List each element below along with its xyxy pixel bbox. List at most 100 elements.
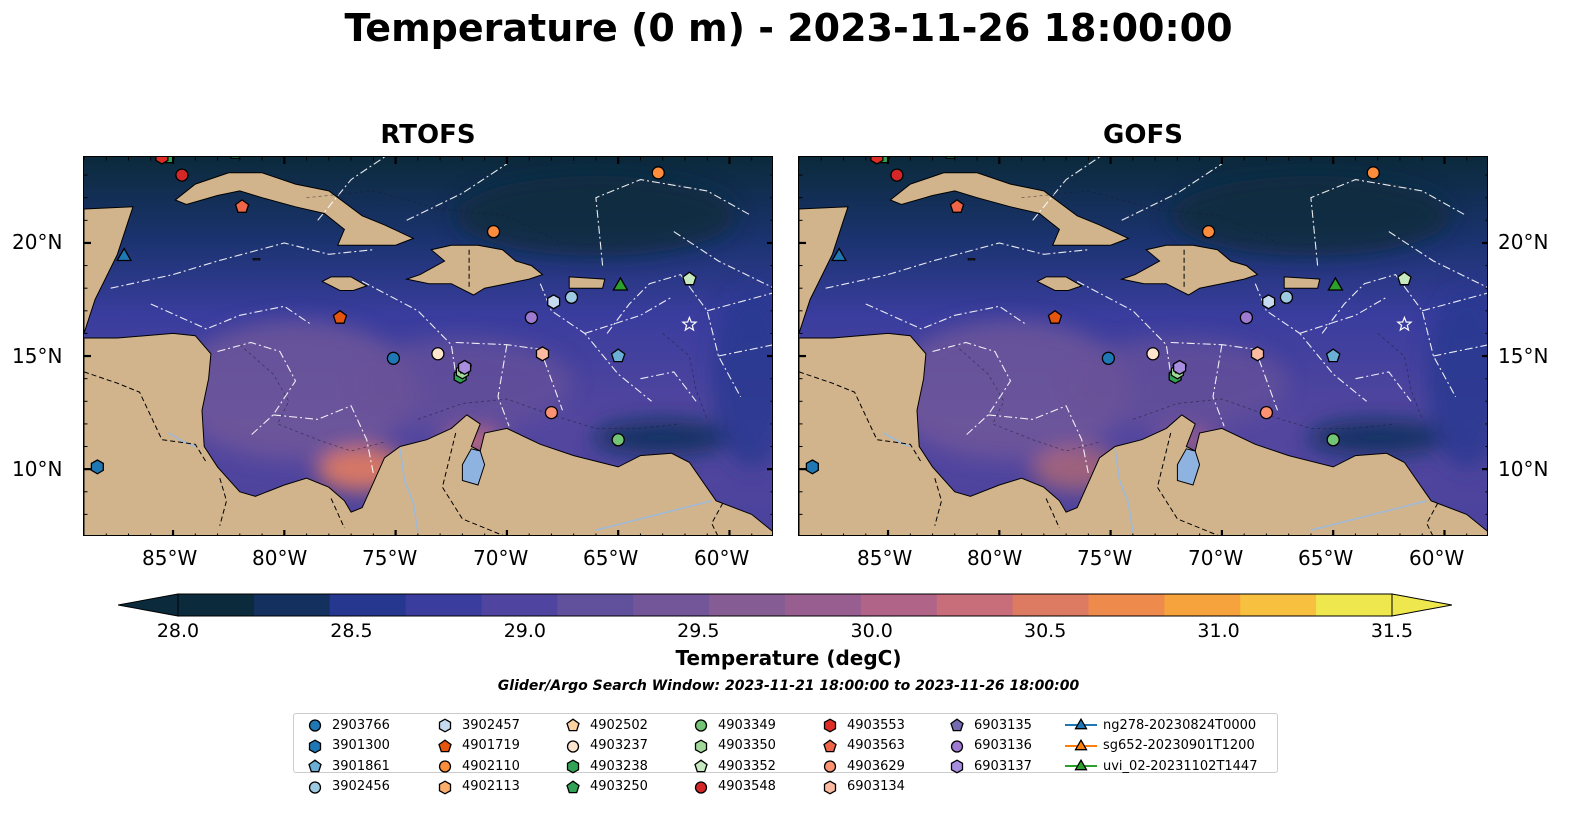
float-6903134-marker[interactable]: [1250, 346, 1265, 362]
legend-marker: [823, 779, 837, 795]
land-cayman: [252, 258, 261, 261]
colorbar-label: Temperature (degC): [675, 646, 902, 670]
float-3901861-marker[interactable]: [1325, 348, 1341, 363]
legend-symbol[interactable]: [566, 779, 580, 793]
float-4903352-marker[interactable]: [1397, 271, 1412, 286]
legend-symbol[interactable]: [438, 760, 452, 773]
glider-ng278-20230824T0000-marker[interactable]: [830, 247, 848, 262]
legend-symbol[interactable]: [566, 739, 580, 753]
float-6903137-marker[interactable]: [1172, 359, 1187, 376]
map-rtofs[interactable]: [83, 156, 773, 536]
colorbar-segment: [1164, 594, 1241, 616]
float-4902110-marker[interactable]: [1366, 166, 1380, 180]
legend-symbol[interactable]: [308, 780, 322, 794]
colorbar-segment: [860, 594, 938, 616]
float-3902456-marker[interactable]: [564, 290, 579, 304]
float-3901861-marker[interactable]: [610, 348, 626, 363]
legend-marker: [566, 779, 580, 793]
float-2903766-marker[interactable]: [1101, 351, 1116, 365]
legend: 2903766 3901300 3901861 3902456 3902457 49017…: [293, 713, 1278, 795]
float-6903137-marker[interactable]: [457, 359, 472, 376]
legend-symbol[interactable]: [950, 739, 964, 753]
legend-symbol[interactable]: [694, 719, 708, 732]
legend-symbol[interactable]: [438, 738, 452, 752]
legend-symbol[interactable]: [566, 759, 580, 774]
float-4903629-marker[interactable]: [1259, 405, 1274, 420]
float-4903629-marker[interactable]: [544, 405, 559, 420]
land-central: [799, 206, 849, 334]
legend-symbol[interactable]: [823, 738, 837, 752]
legend-symbol[interactable]: [950, 759, 964, 774]
legend-symbol[interactable]: [1074, 758, 1088, 771]
float-3901300-marker[interactable]: [805, 459, 819, 475]
float-4903349-marker[interactable]: [611, 433, 625, 447]
float-4903563-marker[interactable]: [234, 199, 250, 213]
legend-label: 4903237: [590, 738, 648, 753]
legend-symbol[interactable]: [308, 719, 322, 732]
legend-symbol[interactable]: [694, 738, 708, 754]
map-canvas[interactable]: [84, 157, 773, 536]
colorbar-segment: [936, 594, 1014, 616]
legend-item: 4903238: [562, 757, 648, 775]
legend-symbol[interactable]: [1074, 738, 1088, 750]
legend-label: uvi_02-20231102T1447: [1103, 758, 1258, 774]
float-3902457-marker[interactable]: [1262, 294, 1276, 310]
map-canvas[interactable]: [799, 157, 1488, 536]
land-jamaica: [321, 276, 368, 291]
map-gofs[interactable]: [798, 156, 1488, 536]
legend-label: 6903135: [974, 717, 1032, 733]
float-4902110-marker[interactable]: [1201, 224, 1216, 239]
legend-symbol[interactable]: [694, 759, 708, 773]
float-2903766-marker[interactable]: [386, 351, 401, 365]
float-4903349-marker[interactable]: [1326, 433, 1340, 447]
float-4903353-marker[interactable]: [890, 168, 904, 182]
legend-symbol[interactable]: [823, 779, 837, 795]
legend-label: 4903352: [718, 758, 776, 774]
land-hispaniola: [404, 244, 544, 296]
legend-symbol[interactable]: [823, 718, 837, 733]
float-4902110-marker[interactable]: [486, 224, 501, 239]
float-6903136-marker[interactable]: [524, 310, 539, 325]
legend-item: 6903134: [819, 778, 905, 796]
float-3901300-marker[interactable]: [90, 459, 104, 475]
legend-symbol[interactable]: [823, 760, 837, 773]
float-4901719-marker[interactable]: [1047, 309, 1063, 324]
legend-symbol[interactable]: [950, 718, 964, 732]
legend-symbol[interactable]: [1074, 717, 1088, 730]
legend-label: 6903134: [847, 779, 905, 794]
float-4903237-marker[interactable]: [1146, 347, 1160, 361]
float-4902110-marker[interactable]: [651, 166, 665, 180]
legend-label: 4903250: [590, 779, 648, 794]
float-4903237-marker[interactable]: [431, 347, 445, 361]
lon-tick-label: 70°W: [473, 546, 529, 570]
float-4903553-marker[interactable]: [155, 157, 169, 165]
legend-symbol[interactable]: [438, 718, 452, 733]
glider-uvi_02-20231102T1447-marker[interactable]: [1327, 276, 1344, 291]
glider-uvi_02-20231102T1447-marker[interactable]: [612, 276, 629, 291]
float-4901719-marker[interactable]: [332, 309, 348, 324]
float-3902456-marker[interactable]: [1279, 290, 1294, 304]
colorbar-segment: [1240, 594, 1317, 616]
float-6903134-marker[interactable]: [535, 346, 550, 362]
float-4903352-marker[interactable]: [682, 271, 697, 286]
legend-symbol[interactable]: [438, 779, 452, 795]
float-3902457-marker[interactable]: [547, 294, 561, 310]
float-4903250-marker[interactable]: [229, 157, 242, 159]
legend-symbol[interactable]: [566, 718, 580, 732]
legend-item: 4903563: [819, 737, 905, 755]
legend-marker: [566, 718, 580, 732]
legend-item: 4902502: [562, 716, 648, 734]
legend-symbol[interactable]: [694, 780, 708, 794]
float-4903353-marker[interactable]: [175, 168, 189, 182]
float-4903563-marker[interactable]: [949, 199, 965, 213]
legend-item: sg652-20230901T1200: [1065, 737, 1255, 755]
lat-tick-label: 20°N: [12, 230, 63, 254]
float-6903136-marker[interactable]: [1239, 310, 1254, 325]
glider-ng278-20230824T0000-marker[interactable]: [115, 247, 133, 262]
legend-symbol[interactable]: [308, 738, 322, 754]
legend-marker: [950, 759, 964, 774]
float-4903553-marker[interactable]: [870, 157, 884, 165]
lon-tick-label: 75°W: [1077, 546, 1133, 570]
legend-symbol[interactable]: [308, 759, 322, 773]
float-4903250-marker[interactable]: [944, 157, 957, 159]
